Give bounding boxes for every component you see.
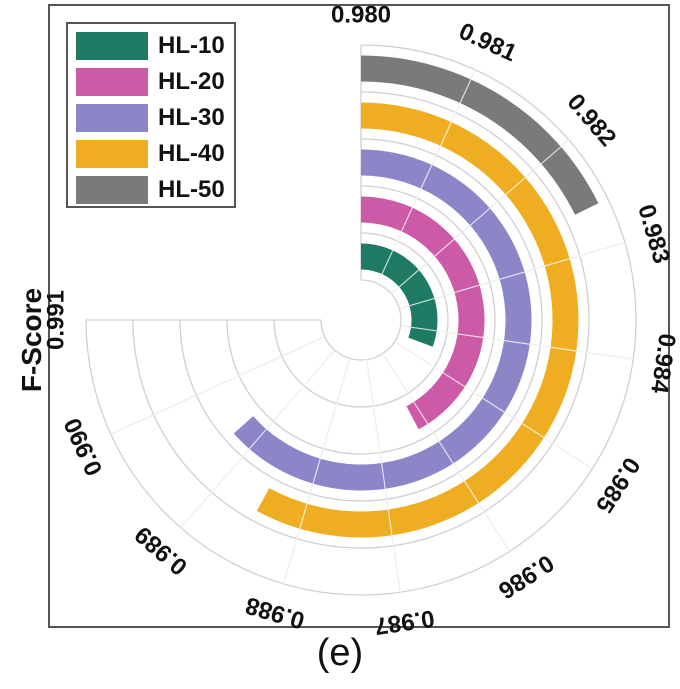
- legend-item-hl-50: HL-50: [76, 174, 225, 206]
- tick-label-1: 0.981: [455, 18, 521, 68]
- legend-label-hl-10: HL-10: [158, 32, 225, 59]
- tick-label-5: 0.985: [590, 452, 645, 517]
- legend-item-hl-30: HL-30: [76, 102, 225, 134]
- bar-divider-3: [399, 241, 626, 310]
- y-axis-label-box: F-Score: [2, 280, 62, 400]
- grid-arc-5: [85, 44, 637, 596]
- bar-divider-6: [382, 353, 511, 552]
- grid-arc-4: [132, 91, 590, 549]
- bar-divider-10: [110, 336, 325, 435]
- bar-divider-9: [180, 349, 336, 529]
- grid-arc-2: [226, 185, 496, 455]
- tick-label-10: 0.990: [59, 414, 109, 480]
- plot-frame: [48, 4, 670, 628]
- grid-arc-0: [320, 279, 402, 361]
- tick-label-3: 0.983: [632, 201, 675, 266]
- tick-label-11: 0.991: [43, 290, 70, 350]
- figure-caption: (e): [316, 632, 364, 674]
- legend-label-hl-20: HL-20: [158, 68, 225, 95]
- bars: [110, 55, 634, 593]
- legend-item-hl-10: HL-10: [76, 30, 225, 62]
- legend-swatch-hl-20: [76, 68, 148, 96]
- legend-label-hl-30: HL-30: [158, 104, 225, 131]
- bar-divider-2: [390, 139, 570, 295]
- bar-hl-10: [361, 243, 438, 347]
- legend-swatch-hl-50: [76, 176, 148, 204]
- bar-divider-1: [377, 69, 476, 284]
- y-axis-label: F-Score: [16, 287, 47, 393]
- legend-swatch-hl-40: [76, 140, 148, 168]
- tick-label-6: 0.986: [493, 549, 558, 604]
- bar-divider-7: [366, 359, 401, 593]
- legend-label-hl-50: HL-50: [158, 176, 225, 203]
- grid-arc-1: [273, 232, 449, 408]
- grid-arc-3: [179, 138, 543, 502]
- bar-divider-5: [394, 341, 593, 470]
- legend-item-hl-40: HL-40: [76, 138, 225, 170]
- legend-swatch-hl-10: [76, 32, 148, 60]
- legend-item-hl-20: HL-20: [76, 66, 225, 98]
- tick-label-0: 0.980: [331, 2, 391, 29]
- bar-divider-4: [400, 325, 634, 360]
- legend: HL-10 HL-20 HL-30 HL-40 HL-50: [66, 22, 236, 208]
- tick-label-4: 0.984: [645, 332, 680, 396]
- tick-label-8: 0.988: [242, 591, 307, 634]
- bar-hl-30: [233, 149, 532, 491]
- bar-hl-20: [361, 196, 485, 430]
- bar-hl-50: [361, 55, 599, 215]
- legend-label-hl-40: HL-40: [158, 140, 225, 167]
- bar-divider-8: [282, 358, 351, 585]
- legend-swatch-hl-30: [76, 104, 148, 132]
